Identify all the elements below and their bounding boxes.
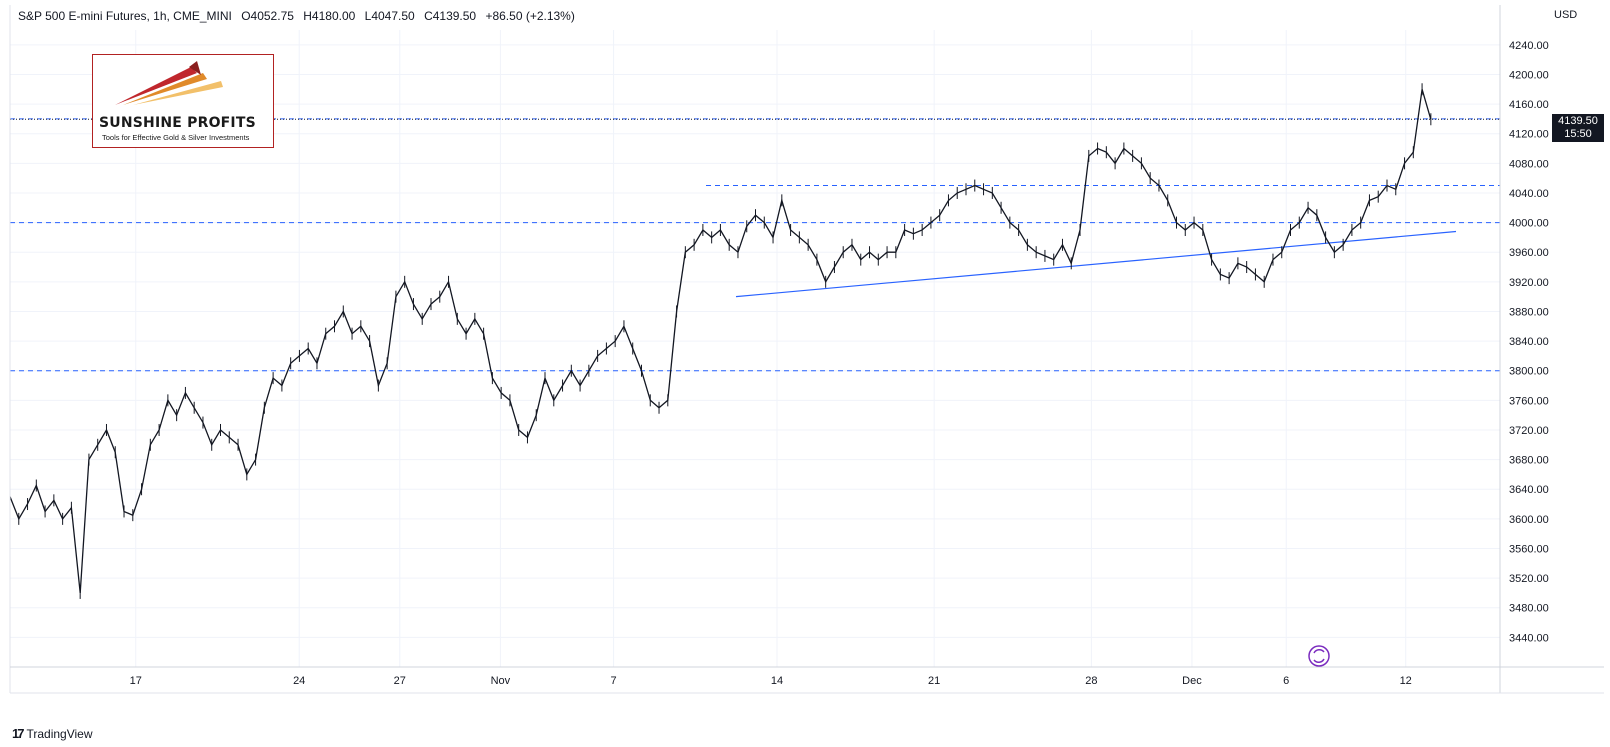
logo-tagline: Tools for Effective Gold & Silver Invest… bbox=[102, 133, 250, 142]
x-tick-label: 17 bbox=[130, 675, 142, 687]
y-tick-label: 3440.00 bbox=[1509, 632, 1549, 644]
close-value: C4139.50 bbox=[424, 9, 477, 23]
sync-icon-arrows bbox=[1313, 649, 1325, 663]
y-tick-label: 4080.00 bbox=[1509, 158, 1549, 170]
trend-line-group bbox=[735, 230, 1457, 298]
change-value: +86.50 (+2.13%) bbox=[485, 9, 575, 23]
y-axis-ticks: 3440.00 3480.00 3520.00 3560.00 3600.00 3640.… bbox=[1509, 40, 1549, 645]
logo-name: SUNSHINE PROFITS bbox=[99, 115, 256, 131]
y-tick-label: 3920.00 bbox=[1509, 277, 1549, 289]
y-tick-label: 3960.00 bbox=[1509, 247, 1549, 259]
x-tick-label: 21 bbox=[928, 675, 940, 687]
last-price-value: 4139.50 bbox=[1558, 115, 1598, 127]
y-tick-label: 3560.00 bbox=[1509, 543, 1549, 555]
x-tick-label: 6 bbox=[1283, 675, 1289, 687]
tradingview-brand: TradingView bbox=[26, 726, 93, 741]
y-tick-label: 3760.00 bbox=[1509, 395, 1549, 407]
open-value: O4052.75 bbox=[241, 9, 294, 23]
x-tick-label: Dec bbox=[1182, 675, 1202, 687]
low-value: L4047.50 bbox=[364, 9, 415, 23]
y-tick-label: 3880.00 bbox=[1509, 306, 1549, 318]
y-tick-label: 3480.00 bbox=[1509, 603, 1549, 615]
axes bbox=[9, 5, 1604, 694]
horizontal-levels bbox=[10, 118, 1500, 372]
x-tick-label: 12 bbox=[1400, 675, 1412, 687]
y-tick-label: 3840.00 bbox=[1509, 336, 1549, 348]
last-price-label: 4139.50 15:50 bbox=[1552, 114, 1604, 142]
price-line bbox=[9, 89, 1432, 593]
sync-icon[interactable] bbox=[1308, 645, 1330, 667]
sunshine-profits-logo: SUNSHINE PROFITS Tools for Effective Gol… bbox=[92, 54, 274, 148]
x-tick-label: 24 bbox=[293, 675, 305, 687]
y-tick-label: 3520.00 bbox=[1509, 573, 1549, 585]
y-tick-label: 3640.00 bbox=[1509, 484, 1549, 496]
y-tick-label: 4040.00 bbox=[1509, 188, 1549, 200]
x-tick-label: 27 bbox=[394, 675, 406, 687]
y-tick-label: 3800.00 bbox=[1509, 366, 1549, 378]
price-series bbox=[9, 83, 1432, 599]
tradingview-footer[interactable]: 17 TradingView bbox=[12, 726, 93, 741]
chart-header: S&P 500 E-mini Futures, 1h, CME_MINI O40… bbox=[18, 9, 581, 23]
sync-icon-ring bbox=[1308, 645, 1330, 667]
grid-lines bbox=[10, 30, 1500, 667]
y-tick-label: 3600.00 bbox=[1509, 514, 1549, 526]
x-tick-label: 7 bbox=[610, 675, 616, 687]
high-value: H4180.00 bbox=[303, 9, 356, 23]
tradingview-logo-icon: 17 bbox=[12, 726, 25, 741]
currency-label[interactable]: USD bbox=[1554, 9, 1578, 21]
x-axis-ticks: 17 24 27 Nov 7 14 21 28 Dec 6 12 bbox=[130, 675, 1412, 687]
y-tick-label: 4160.00 bbox=[1509, 99, 1549, 111]
logo-swoosh-icon bbox=[115, 61, 223, 105]
x-tick-label: 14 bbox=[771, 675, 783, 687]
x-tick-label: Nov bbox=[491, 675, 511, 687]
y-tick-label: 4200.00 bbox=[1509, 69, 1549, 81]
y-tick-label: 4240.00 bbox=[1509, 40, 1549, 52]
y-tick-label: 3680.00 bbox=[1509, 455, 1549, 467]
bar-countdown: 15:50 bbox=[1564, 128, 1592, 140]
y-tick-label: 4120.00 bbox=[1509, 129, 1549, 141]
x-tick-label: 28 bbox=[1085, 675, 1097, 687]
y-tick-label: 4000.00 bbox=[1509, 218, 1549, 230]
trend-line bbox=[735, 230, 1457, 298]
y-tick-label: 3720.00 bbox=[1509, 425, 1549, 437]
symbol-title[interactable]: S&P 500 E-mini Futures, 1h, CME_MINI bbox=[18, 9, 232, 23]
